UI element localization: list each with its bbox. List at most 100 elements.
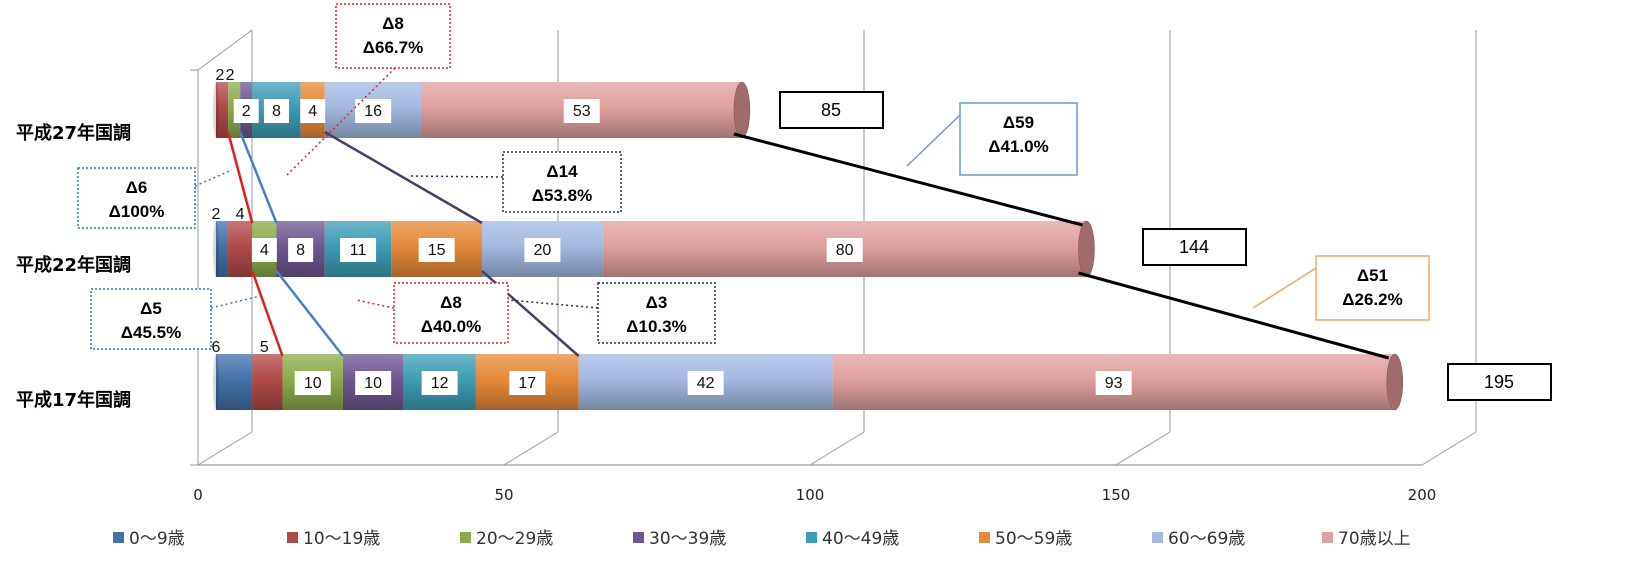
annotation-text: Δ41.0%: [988, 137, 1048, 156]
bar-segment: [216, 221, 229, 277]
annotation-text: Δ100%: [109, 202, 165, 221]
bar-row: [213, 353, 1404, 411]
value-label-box: [1095, 371, 1132, 395]
legend-label: 60〜69歳: [1168, 529, 1245, 549]
total-box: [1142, 228, 1247, 266]
value-label: 5: [260, 339, 269, 356]
category-label: 平成17年国調: [16, 389, 131, 411]
legend-item: 0〜9歳: [113, 529, 185, 549]
value-label-box: [251, 238, 277, 262]
value-label-box: [421, 371, 458, 395]
total-connector: [1078, 271, 1390, 360]
legend-swatch: [113, 532, 124, 543]
total-box: [1447, 363, 1552, 401]
legend-label: 30〜39歳: [649, 529, 726, 549]
total-label: 144: [1179, 237, 1209, 257]
bar-end-cap: [1386, 353, 1404, 411]
value-label: 2: [212, 206, 221, 223]
legend-item: 70歳以上: [1322, 529, 1411, 549]
legend-swatch: [1152, 532, 1163, 543]
value-label-box: [418, 238, 455, 262]
value-label: 12: [431, 375, 449, 392]
value-label: 42: [697, 375, 715, 392]
annotation-box: [959, 102, 1078, 176]
legend-swatch: [287, 532, 298, 543]
bar-segment: [228, 221, 253, 277]
value-label-box: [826, 238, 863, 262]
bar-start-cap: [213, 221, 219, 277]
change-annotation: Δ14 Δ53.8%: [409, 151, 622, 213]
total-labels: 85 144 195: [779, 91, 1552, 401]
x-tick-label: 200: [1408, 486, 1437, 504]
value-label: 20: [534, 242, 552, 259]
age-connector: [239, 131, 278, 224]
annotation-text: Δ53.8%: [532, 186, 592, 205]
value-label: 16: [364, 103, 382, 120]
annotation-text: Δ51: [1357, 266, 1388, 285]
value-label: 8: [272, 103, 281, 120]
value-label: 80: [836, 242, 854, 259]
age-connector: [324, 130, 483, 225]
bar-start-cap: [213, 354, 219, 410]
annotation-text: Δ14: [546, 162, 578, 181]
total-label: 195: [1484, 372, 1514, 392]
x-tick-label: 150: [1102, 486, 1131, 504]
legend-swatch: [633, 532, 644, 543]
value-label-box: [340, 238, 377, 262]
annotation-text: Δ8: [440, 293, 462, 312]
change-annotation: Δ59 Δ41.0%: [906, 102, 1078, 176]
legend-label: 40〜49歳: [822, 529, 899, 549]
floor-gridline: [1421, 431, 1477, 466]
annotation-leader: [507, 299, 599, 309]
legend-swatch: [979, 532, 990, 543]
total-box: [779, 91, 884, 129]
age-connector: [275, 270, 344, 357]
floor-gridline: [197, 431, 253, 466]
change-annotation: Δ8 Δ40.0%: [355, 282, 509, 344]
value-label-box: [233, 99, 259, 123]
legend-label: 70歳以上: [1338, 529, 1411, 549]
change-annotation: Δ5 Δ45.5%: [90, 288, 261, 350]
value-label: 6: [212, 339, 221, 356]
annotation-text: Δ45.5%: [121, 323, 181, 342]
value-label-box: [288, 238, 314, 262]
age-connector: [251, 270, 284, 357]
connector-lines: [226, 130, 1390, 360]
annotation-box: [597, 282, 716, 344]
value-label-box: [563, 99, 600, 123]
annotation-leader: [210, 295, 261, 309]
change-annotation: Δ8 Δ66.7%: [285, 3, 451, 177]
x-axis-ticks: 0 50 100 150 200: [193, 486, 1436, 504]
value-label: 2: [216, 67, 225, 84]
value-label: 2: [242, 103, 251, 120]
annotation-box: [502, 151, 622, 213]
bar-segment: [216, 82, 229, 138]
value-label: 8: [296, 242, 305, 259]
annotation-leader: [409, 175, 504, 178]
value-label-box: [294, 371, 331, 395]
annotation-text: Δ66.7%: [363, 38, 423, 57]
legend-label: 10〜19歳: [303, 529, 380, 549]
value-label-box: [355, 371, 392, 395]
stacked-bars: 2 22 8 4 16 532 44 8 11 15 20 806 510 10 12 17 42 93: [212, 67, 1404, 411]
legend-swatch: [1322, 532, 1333, 543]
annotation-text: Δ40.0%: [421, 317, 481, 336]
age-connector: [226, 131, 254, 224]
value-label-box: [355, 99, 392, 123]
annotation-text: Δ6: [126, 178, 148, 197]
total-connector: [733, 132, 1083, 227]
legend-item: 60〜69歳: [1152, 529, 1245, 549]
annotation-text: Δ8: [382, 14, 404, 33]
total-label: 85: [821, 100, 841, 120]
value-label-box: [524, 238, 561, 262]
bar-row: [213, 81, 751, 139]
value-label-box: [300, 99, 326, 123]
annotation-box: [393, 282, 509, 344]
annotation-box: [90, 288, 212, 350]
legend-item: 30〜39歳: [633, 529, 726, 549]
annotation-text: Δ3: [646, 293, 668, 312]
bar-segment: [252, 354, 283, 410]
annotation-leader: [906, 114, 961, 167]
floor-gridline: [1115, 431, 1171, 466]
